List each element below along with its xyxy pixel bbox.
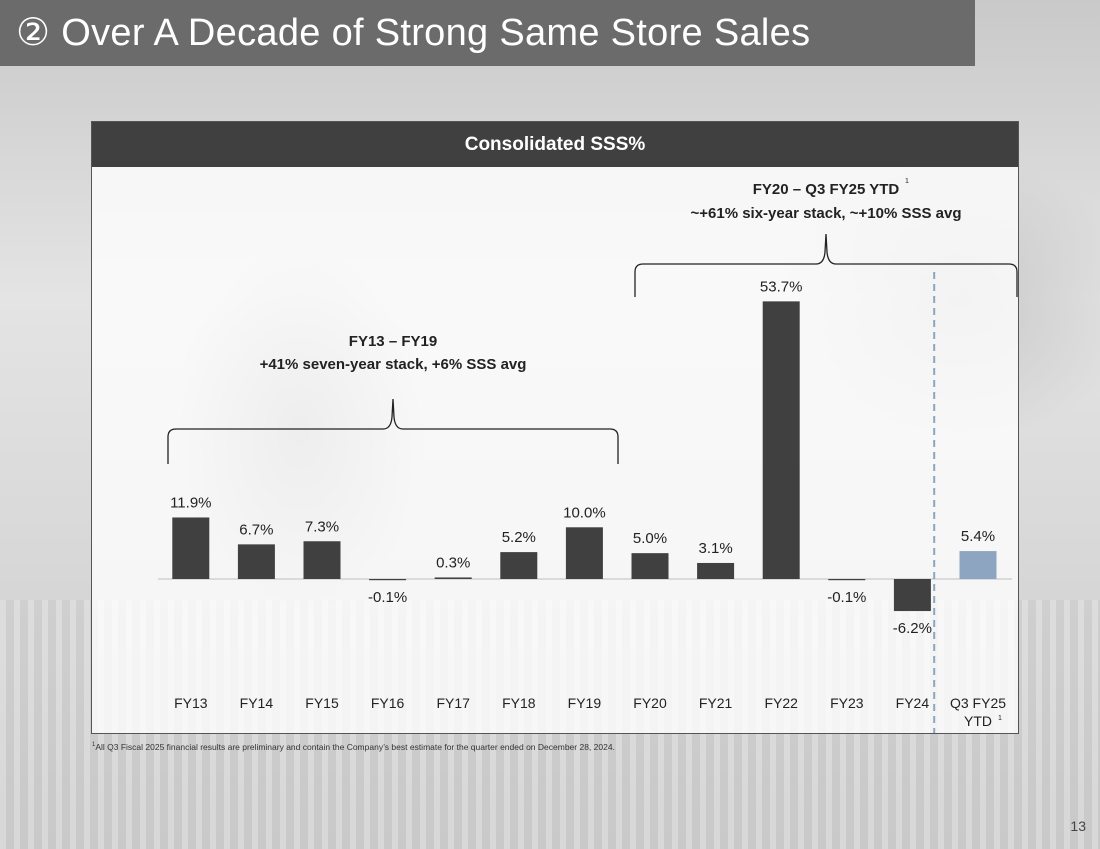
annotation-2-heading: FY20 – Q3 FY25 YTD bbox=[753, 181, 900, 198]
data-label-fy20: 5.0% bbox=[633, 530, 667, 547]
bar-fy20 bbox=[631, 553, 669, 579]
annotation-2-brace bbox=[634, 233, 1018, 297]
tick-label-fy20: FY20 bbox=[633, 695, 667, 711]
data-label-fy22: 53.7% bbox=[760, 278, 803, 295]
bar-fy15 bbox=[303, 541, 341, 579]
chart-title: Consolidated SSS% bbox=[92, 122, 1018, 167]
annotation-1-brace bbox=[167, 398, 619, 464]
bar-fy22 bbox=[762, 301, 800, 579]
bar-fy14 bbox=[237, 544, 275, 579]
data-label-q3-fy25-ytd: 5.4% bbox=[961, 528, 995, 545]
data-label-fy24: -6.2% bbox=[893, 620, 932, 637]
bar-fy13 bbox=[172, 517, 210, 579]
tick-label-fy19: FY19 bbox=[568, 695, 602, 711]
data-label-fy19: 10.0% bbox=[563, 504, 606, 521]
data-label-fy13: 11.9% bbox=[170, 494, 211, 511]
data-label-fy18: 5.2% bbox=[502, 529, 536, 546]
tick-label-fy13: FY13 bbox=[174, 695, 208, 711]
tick-label-fy16: FY16 bbox=[371, 695, 405, 711]
annotation-2-subtext: ~+61% six-year stack, ~+10% SSS avg bbox=[690, 205, 961, 222]
annotation-2-superscript: 1 bbox=[905, 178, 909, 185]
bar-fy18 bbox=[500, 552, 538, 579]
tick-label-fy23: FY23 bbox=[830, 695, 864, 711]
tick-label-fy17: FY17 bbox=[436, 695, 470, 711]
tick-label-q3-fy25-ytd: Q3 FY25 bbox=[950, 695, 1006, 711]
bar-fy16 bbox=[369, 579, 407, 581]
data-label-fy14: 6.7% bbox=[239, 521, 273, 538]
footnote-marker: 1 bbox=[92, 742, 96, 749]
bar-fy24 bbox=[893, 579, 931, 612]
footnote: 1All Q3 Fiscal 2025 financial results ar… bbox=[92, 742, 615, 752]
title-bar: ② Over A Decade of Strong Same Store Sal… bbox=[0, 0, 975, 66]
bar-fy17 bbox=[434, 577, 472, 579]
sss-bar-chart: 11.9% 6.7% 7.3% -0.1% 0.3% 5.2% 10.0% 5.0% 3.1% 5… bbox=[158, 178, 1018, 733]
page-number: 13 bbox=[1070, 818, 1086, 834]
tick-label-fy18: FY18 bbox=[502, 695, 536, 711]
annotation-1-subtext: +41% seven-year stack, +6% SSS avg bbox=[260, 356, 527, 373]
slide-title: ② Over A Decade of Strong Same Store Sal… bbox=[16, 12, 811, 54]
bar-q3-fy25-ytd bbox=[959, 551, 997, 579]
tick-label-superscript: 1 bbox=[998, 715, 1002, 722]
tick-label-fy22: FY22 bbox=[764, 695, 798, 711]
tick-label-fy14: FY14 bbox=[240, 695, 274, 711]
data-label-fy21: 3.1% bbox=[698, 540, 732, 557]
bar-fy21 bbox=[697, 562, 735, 579]
annotation-1-heading: FY13 – FY19 bbox=[349, 333, 437, 350]
data-label-fy15: 7.3% bbox=[305, 518, 339, 535]
chart-panel: Consolidated SSS% 11.9% 6.7% 7.3% -0.1% 0.3%… bbox=[91, 121, 1019, 734]
bar-fy23 bbox=[828, 579, 866, 581]
footnote-text: All Q3 Fiscal 2025 financial results are… bbox=[95, 742, 615, 752]
tick-label-fy21: FY21 bbox=[699, 695, 733, 711]
data-label-fy16: -0.1% bbox=[368, 589, 407, 606]
bar-fy19 bbox=[565, 527, 603, 579]
tick-label-fy15: FY15 bbox=[305, 695, 339, 711]
data-label-fy17: 0.3% bbox=[436, 554, 470, 571]
tick-label-fy24: FY24 bbox=[896, 695, 930, 711]
tick-label-q3-fy25-ytd-2: YTD bbox=[964, 713, 992, 729]
data-label-fy23: -0.1% bbox=[827, 589, 866, 606]
